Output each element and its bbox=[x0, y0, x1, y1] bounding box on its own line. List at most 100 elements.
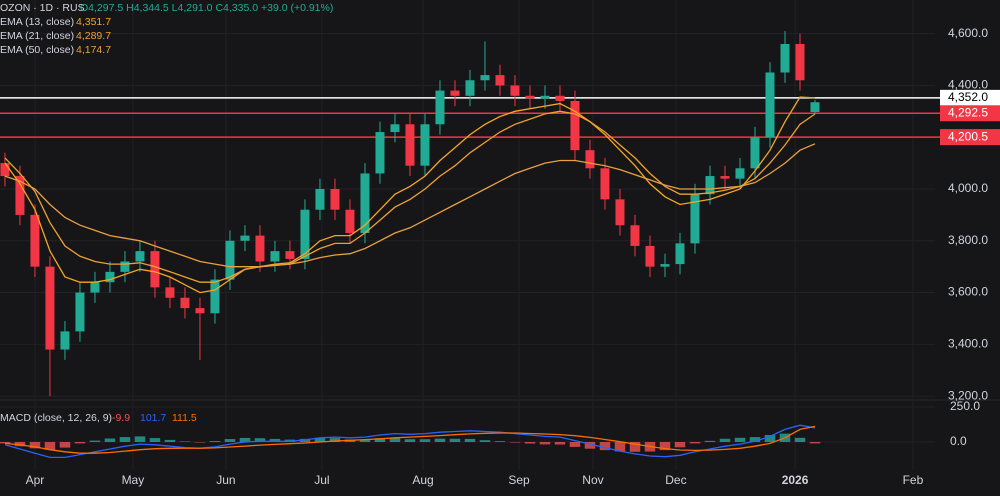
macd-hist-bar bbox=[179, 441, 191, 442]
candle-body bbox=[735, 168, 745, 179]
macd-hist-bar bbox=[104, 438, 116, 442]
x-tick-label: Sep bbox=[508, 473, 530, 487]
price-tag-label: 4,292.5 bbox=[948, 105, 988, 119]
candle-body bbox=[675, 243, 685, 265]
y-tick-label: 3,800.0 bbox=[948, 233, 988, 247]
macd-hist-bar bbox=[539, 442, 551, 445]
ema-line bbox=[4, 143, 816, 268]
candle-body bbox=[180, 297, 190, 309]
candle-body bbox=[465, 80, 475, 96]
macd-hist-bar bbox=[629, 442, 641, 452]
legend-value: 4,351.7 bbox=[76, 16, 111, 28]
y-tick-label: 250.0 bbox=[950, 399, 980, 413]
candle-body bbox=[345, 209, 355, 234]
candle-body bbox=[615, 199, 625, 226]
macd-hist-bar bbox=[449, 438, 461, 442]
macd-hist-bar bbox=[554, 442, 566, 445]
candle-body bbox=[435, 90, 445, 125]
macd-hist-bar bbox=[194, 442, 206, 443]
macd-hist-bar bbox=[29, 442, 41, 449]
price-tag bbox=[940, 105, 1000, 122]
candle-body bbox=[225, 240, 235, 280]
macd-hist-bar bbox=[239, 437, 251, 442]
signal-line bbox=[4, 425, 816, 454]
candle-body bbox=[15, 176, 25, 215]
x-tick-label: Jul bbox=[314, 473, 329, 487]
macd-hist-bar bbox=[524, 442, 536, 444]
legend-name: EMA (13, close) bbox=[0, 16, 74, 28]
candle-body bbox=[645, 245, 655, 267]
macd-hist-bar bbox=[569, 442, 581, 447]
ohlc: O4,297.5 H4,344.5 L4,291.0 C4,335.0 +39.… bbox=[80, 2, 333, 14]
y-tick-label: 4,600.0 bbox=[948, 26, 988, 40]
candle-body bbox=[300, 209, 310, 259]
price-tag-label: 4,352.0 bbox=[948, 90, 988, 104]
macd-hist-bar bbox=[44, 442, 56, 450]
macd-hist-bar bbox=[359, 439, 371, 442]
macd-hist-bar bbox=[749, 437, 761, 442]
macd-hist-bar bbox=[599, 442, 611, 451]
macd-hist-bar bbox=[329, 438, 341, 442]
candle-body bbox=[30, 214, 40, 267]
candle-body bbox=[780, 44, 790, 73]
candle-body bbox=[510, 85, 520, 96]
candle-body bbox=[765, 72, 775, 138]
macd-hist-bar bbox=[0, 442, 11, 444]
macd-hist-bar bbox=[149, 438, 161, 442]
legend-name: EMA (50, close) bbox=[0, 44, 74, 56]
macd-hist-bar bbox=[734, 437, 746, 442]
macd-hist-bar bbox=[464, 438, 476, 442]
symbol: OZON · 1D · RUS bbox=[0, 2, 85, 14]
macd-hist-bar bbox=[374, 438, 386, 442]
x-tick-label: Aug bbox=[412, 473, 433, 487]
candle-body bbox=[45, 266, 55, 350]
candle-body bbox=[105, 271, 115, 283]
candle-body bbox=[270, 251, 280, 262]
macd-hist-bar bbox=[134, 436, 146, 442]
macd-hist-bar bbox=[14, 442, 26, 447]
candle-body bbox=[150, 251, 160, 288]
macd-hist-bar bbox=[674, 442, 686, 448]
candle-body bbox=[750, 137, 760, 169]
candle-body bbox=[420, 124, 430, 166]
candle-body bbox=[405, 124, 415, 166]
x-tick-label: Dec bbox=[665, 473, 686, 487]
macd-title: MACD (close, 12, 26, 9) bbox=[0, 412, 112, 424]
candle-body bbox=[0, 163, 10, 177]
candle-body bbox=[165, 287, 175, 298]
x-tick-label: Nov bbox=[582, 473, 603, 487]
candle-body bbox=[360, 173, 370, 234]
macd-hist-value: -9.9 bbox=[112, 412, 130, 424]
candle-body bbox=[135, 251, 145, 262]
candle-body bbox=[555, 95, 565, 101]
macd-hist-bar bbox=[389, 437, 401, 442]
macd-hist-bar bbox=[794, 437, 806, 442]
macd-hist-bar bbox=[434, 438, 446, 442]
macd-hist-bar bbox=[479, 440, 491, 442]
macd-hist-bar bbox=[119, 437, 131, 442]
candle-body bbox=[240, 235, 250, 241]
macd-hist-bar bbox=[494, 441, 506, 442]
macd-line bbox=[4, 424, 816, 459]
candle-body bbox=[120, 261, 130, 272]
candle-body bbox=[705, 176, 715, 195]
candle-body bbox=[480, 75, 490, 81]
candle-body bbox=[210, 279, 220, 314]
price-tag bbox=[940, 129, 1000, 146]
x-tick-label: Feb bbox=[903, 473, 924, 487]
y-tick-label: 3,200.0 bbox=[948, 388, 988, 402]
candle-body bbox=[390, 124, 400, 133]
candle-body bbox=[795, 44, 805, 81]
x-tick-label: 2026 bbox=[782, 473, 809, 487]
candle-body bbox=[810, 102, 820, 112]
macd-hist-bar bbox=[584, 442, 596, 449]
macd-hist-bar bbox=[764, 435, 776, 442]
candle-body bbox=[600, 168, 610, 200]
macd-hist-bar bbox=[74, 442, 86, 444]
candle-body bbox=[525, 95, 535, 99]
macd-hist-bar bbox=[404, 439, 416, 442]
x-tick-label: Jun bbox=[216, 473, 235, 487]
candle-body bbox=[720, 176, 730, 179]
candle-body bbox=[540, 95, 550, 99]
candle-body bbox=[585, 150, 595, 169]
